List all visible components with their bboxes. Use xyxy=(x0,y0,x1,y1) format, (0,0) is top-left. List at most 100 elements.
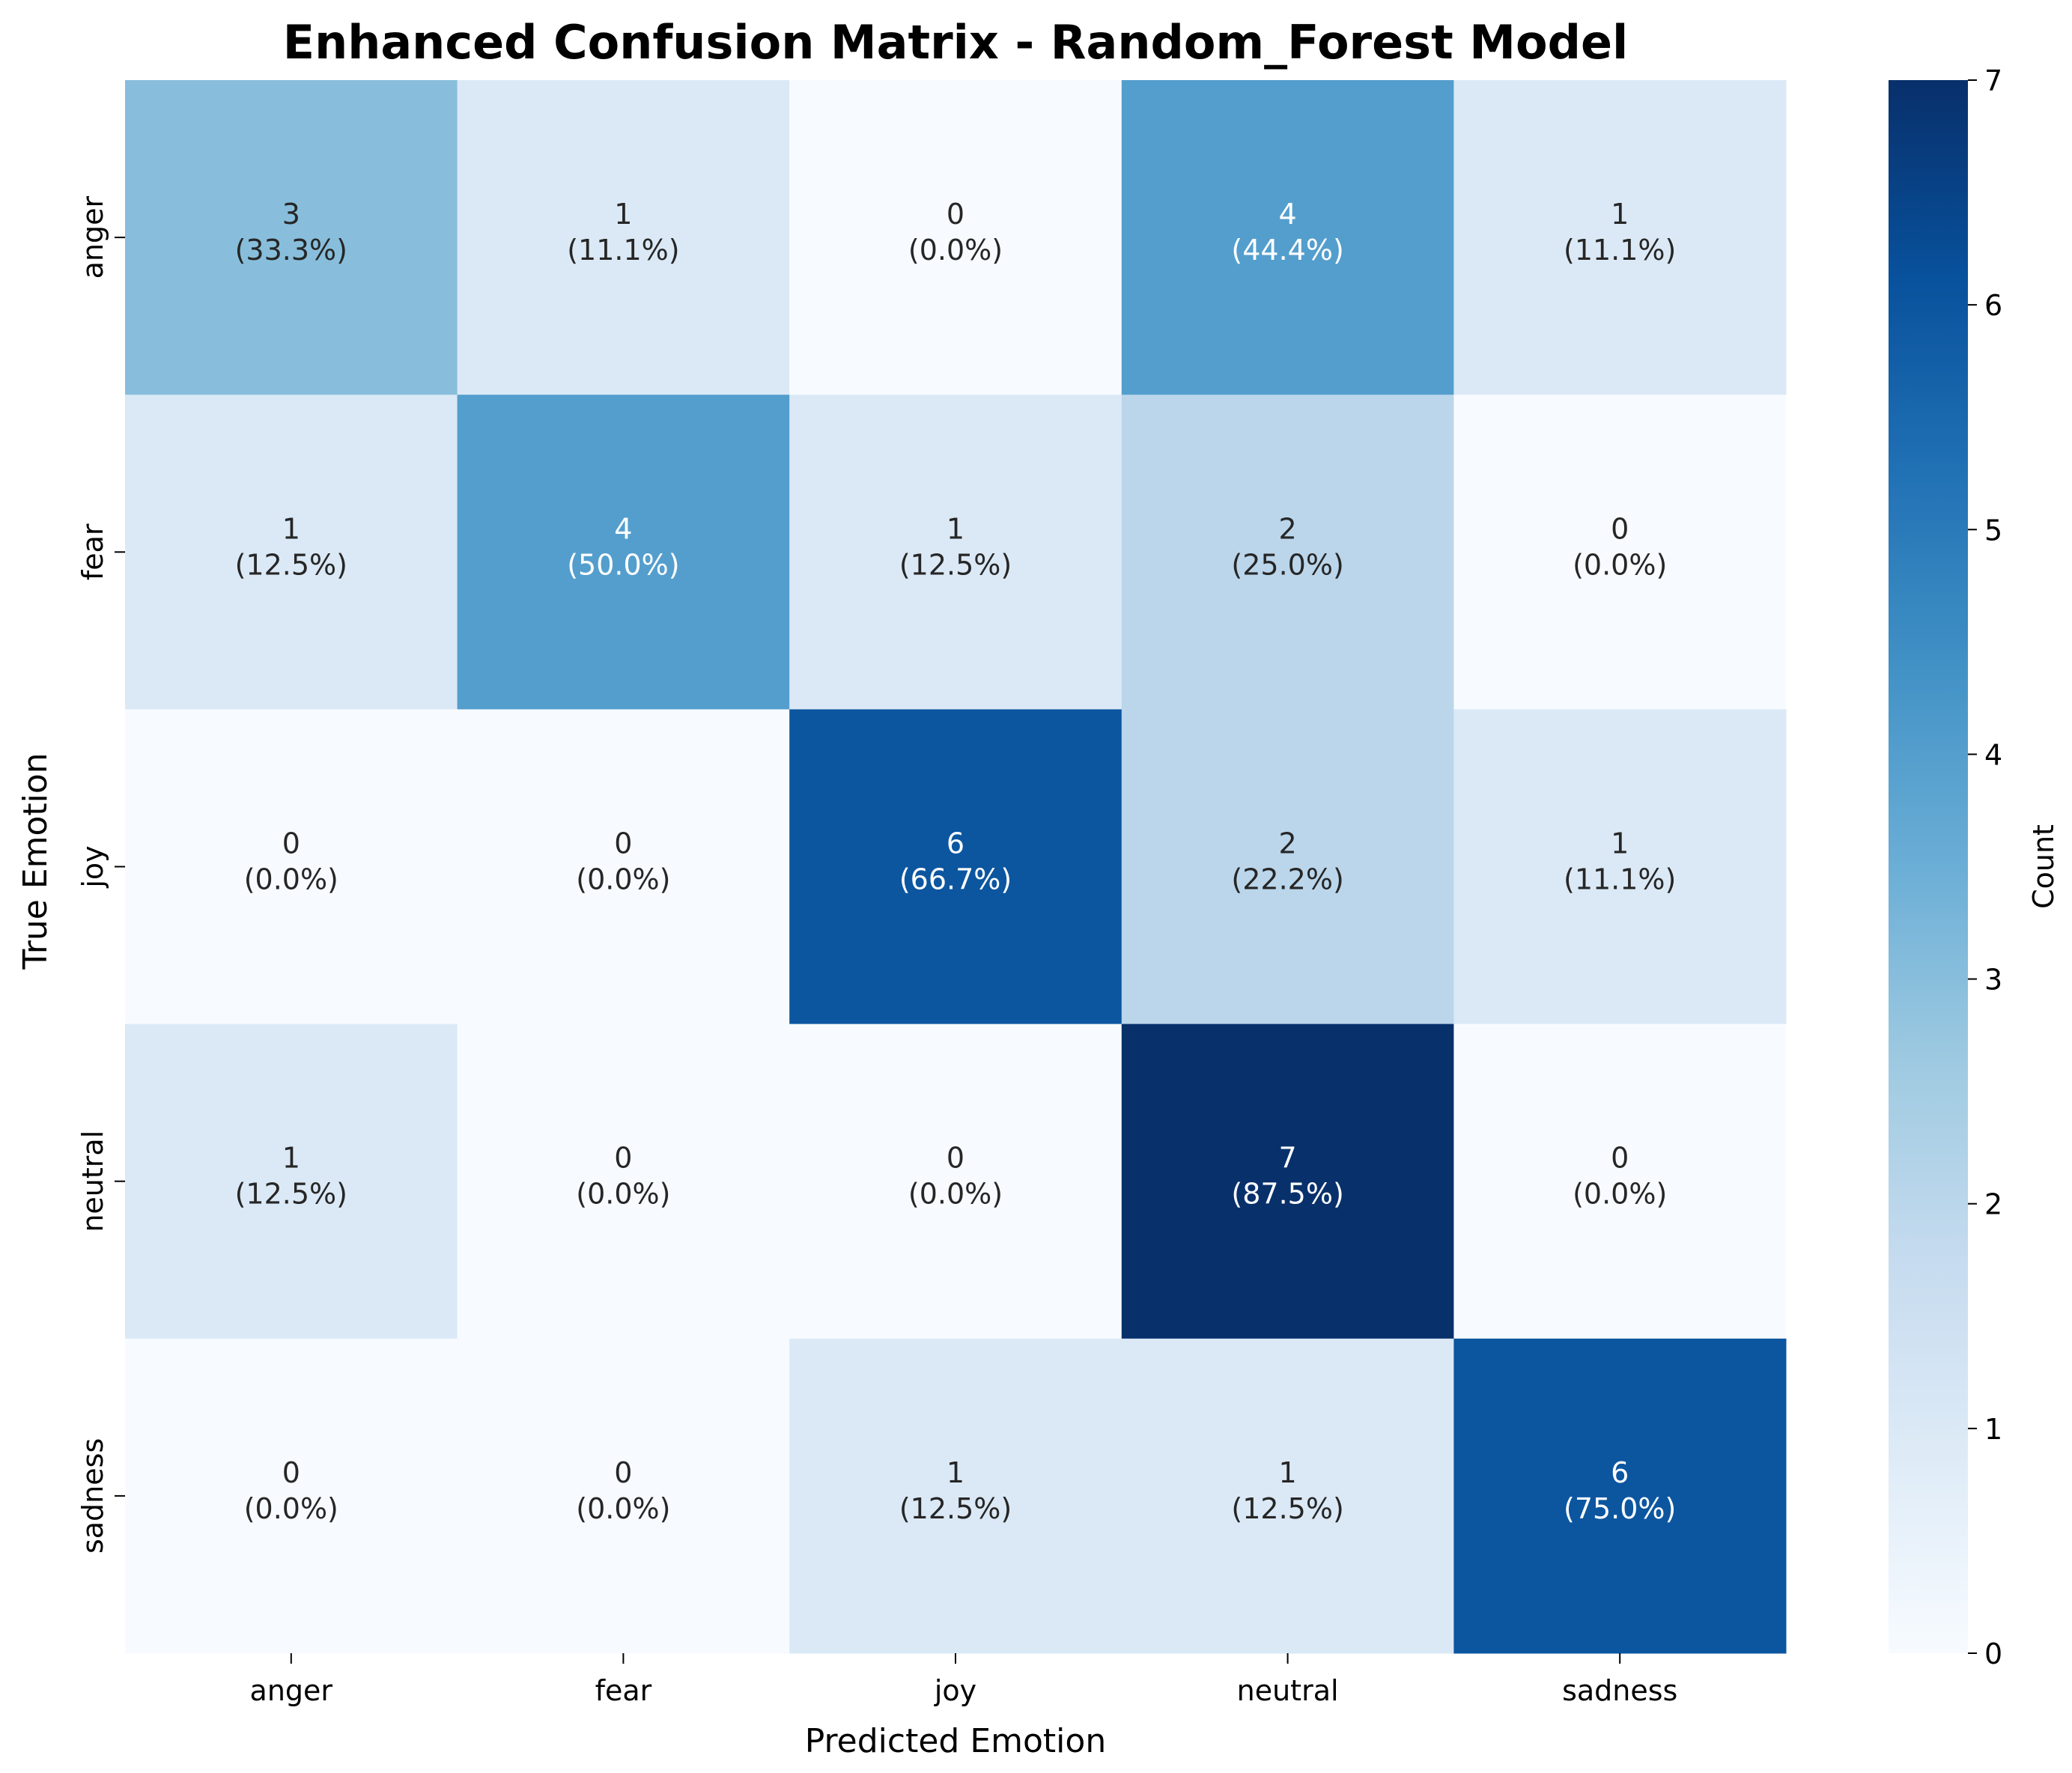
cell-percent-label: (0.0%) xyxy=(1573,1178,1667,1211)
x-tick-label-anger: anger xyxy=(250,1674,333,1707)
cell-count-label: 4 xyxy=(614,512,632,545)
x-tick-label-joy: joy xyxy=(934,1674,976,1707)
cell-count-label: 2 xyxy=(1279,512,1297,545)
heatmap-cell-fear-anger xyxy=(125,395,458,710)
heatmap-cell-fear-sadness xyxy=(1453,395,1787,710)
heatmap-cell-joy-anger xyxy=(125,709,458,1025)
colorbar-label: Count xyxy=(2027,824,2060,909)
cell-percent-label: (12.5%) xyxy=(899,1492,1012,1525)
cell-percent-label: (12.5%) xyxy=(899,548,1012,581)
cell-percent-label: (0.0%) xyxy=(908,1178,1003,1211)
heatmap-cell-joy-neutral xyxy=(1121,709,1454,1025)
heatmap-cell-joy-joy xyxy=(789,709,1122,1025)
cell-count-label: 2 xyxy=(1279,827,1297,860)
x-axis-label: Predicted Emotion xyxy=(805,1722,1106,1760)
colorbar: 0 1 2 3 4 5 6 7 Count xyxy=(1889,64,2060,1670)
heatmap-cell-sadness-joy xyxy=(789,1338,1122,1654)
heatmap-cell-neutral-joy xyxy=(789,1024,1122,1339)
heatmap-cell-fear-fear xyxy=(457,395,790,710)
heatmap-cell-sadness-anger xyxy=(125,1338,458,1654)
x-tick-label-sadness: sadness xyxy=(1562,1674,1677,1707)
heatmap-cell-joy-fear xyxy=(457,709,790,1025)
cell-count-label: 3 xyxy=(282,198,300,231)
y-axis-label: True Emotion xyxy=(16,752,55,970)
cell-count-label: 0 xyxy=(614,1456,632,1489)
cell-count-label: 0 xyxy=(282,827,300,860)
y-tick-label-joy: joy xyxy=(76,845,109,888)
cell-count-label: 1 xyxy=(1279,1456,1297,1489)
cell-count-label: 1 xyxy=(282,1142,300,1175)
heatmap-cell-anger-neutral xyxy=(1121,80,1454,395)
x-tick-label-neutral: neutral xyxy=(1237,1674,1339,1707)
colorbar-tick-label: 2 xyxy=(1984,1188,2002,1221)
cell-percent-label: (12.5%) xyxy=(1231,1492,1343,1525)
cell-percent-label: (0.0%) xyxy=(244,863,338,896)
heatmap-cell-anger-sadness xyxy=(1453,80,1787,395)
cell-count-label: 0 xyxy=(614,827,632,860)
heatmap-cells: 3(33.3%)1(11.1%)0(0.0%)4(44.4%)1(11.1%)1… xyxy=(125,80,1787,1654)
cell-percent-label: (0.0%) xyxy=(1573,548,1667,581)
cell-count-label: 0 xyxy=(947,198,964,231)
heatmap-cell-neutral-neutral xyxy=(1121,1024,1454,1339)
cell-percent-label: (33.3%) xyxy=(235,234,347,267)
y-tick-label-sadness: sadness xyxy=(76,1438,109,1554)
cell-percent-label: (66.7%) xyxy=(899,863,1012,896)
cell-count-label: 7 xyxy=(1279,1142,1297,1175)
heatmap-cell-anger-fear xyxy=(457,80,790,395)
heatmap-cell-neutral-fear xyxy=(457,1024,790,1339)
cell-count-label: 4 xyxy=(1279,198,1297,231)
chart-title: Enhanced Confusion Matrix - Random_Fores… xyxy=(283,15,1629,70)
heatmap-cell-anger-anger xyxy=(125,80,458,395)
colorbar-tick-label: 1 xyxy=(1984,1413,2002,1446)
cell-percent-label: (12.5%) xyxy=(235,548,347,581)
cell-count-label: 1 xyxy=(947,512,964,545)
colorbar-tick-label: 3 xyxy=(1984,964,2002,997)
heatmap-cell-fear-joy xyxy=(789,395,1122,710)
cell-count-label: 0 xyxy=(614,1142,632,1175)
heatmap-cell-sadness-sadness xyxy=(1453,1338,1787,1654)
cell-count-label: 1 xyxy=(614,198,632,231)
y-tick-label-anger: anger xyxy=(76,195,109,279)
cell-count-label: 0 xyxy=(1611,512,1629,545)
heatmap-cell-neutral-anger xyxy=(125,1024,458,1339)
x-tick-label-fear: fear xyxy=(595,1674,652,1707)
cell-count-label: 0 xyxy=(947,1142,964,1175)
colorbar-tick-label: 4 xyxy=(1984,738,2002,771)
colorbar-gradient xyxy=(1889,80,1968,1653)
colorbar-tick-label: 0 xyxy=(1984,1637,2002,1670)
cell-percent-label: (0.0%) xyxy=(576,863,670,896)
cell-count-label: 1 xyxy=(1611,827,1629,860)
cell-percent-label: (22.2%) xyxy=(1231,863,1343,896)
y-tick-label-fear: fear xyxy=(76,523,109,580)
cell-percent-label: (0.0%) xyxy=(244,1492,338,1525)
heatmap-cell-fear-neutral xyxy=(1121,395,1454,710)
cell-percent-label: (87.5%) xyxy=(1231,1178,1343,1211)
cell-count-label: 1 xyxy=(282,512,300,545)
cell-percent-label: (75.0%) xyxy=(1564,1492,1676,1525)
heatmap-cell-neutral-sadness xyxy=(1453,1024,1787,1339)
cell-percent-label: (11.1%) xyxy=(1564,234,1676,267)
heatmap-cell-sadness-neutral xyxy=(1121,1338,1454,1654)
cell-percent-label: (50.0%) xyxy=(567,548,679,581)
colorbar-tick-label: 7 xyxy=(1984,64,2002,97)
cell-percent-label: (11.1%) xyxy=(567,234,679,267)
cell-percent-label: (11.1%) xyxy=(1564,863,1676,896)
cell-count-label: 6 xyxy=(947,827,964,860)
x-axis: anger fear joy neutral sadness xyxy=(250,1653,1677,1707)
cell-count-label: 1 xyxy=(947,1456,964,1489)
colorbar-tick-label: 6 xyxy=(1984,289,2002,322)
heatmap-cell-anger-joy xyxy=(789,80,1122,395)
cell-percent-label: (12.5%) xyxy=(235,1178,347,1211)
cell-count-label: 0 xyxy=(1611,1142,1629,1175)
cell-percent-label: (25.0%) xyxy=(1231,548,1343,581)
cell-count-label: 6 xyxy=(1611,1456,1629,1489)
heatmap-cell-joy-sadness xyxy=(1453,709,1787,1025)
y-tick-label-neutral: neutral xyxy=(76,1131,109,1232)
cell-percent-label: (0.0%) xyxy=(576,1178,670,1211)
y-axis: anger fear joy neutral sadness xyxy=(76,195,125,1554)
cell-percent-label: (0.0%) xyxy=(576,1492,670,1525)
heatmap-cell-sadness-fear xyxy=(457,1338,790,1654)
colorbar-tick-label: 5 xyxy=(1984,514,2002,547)
